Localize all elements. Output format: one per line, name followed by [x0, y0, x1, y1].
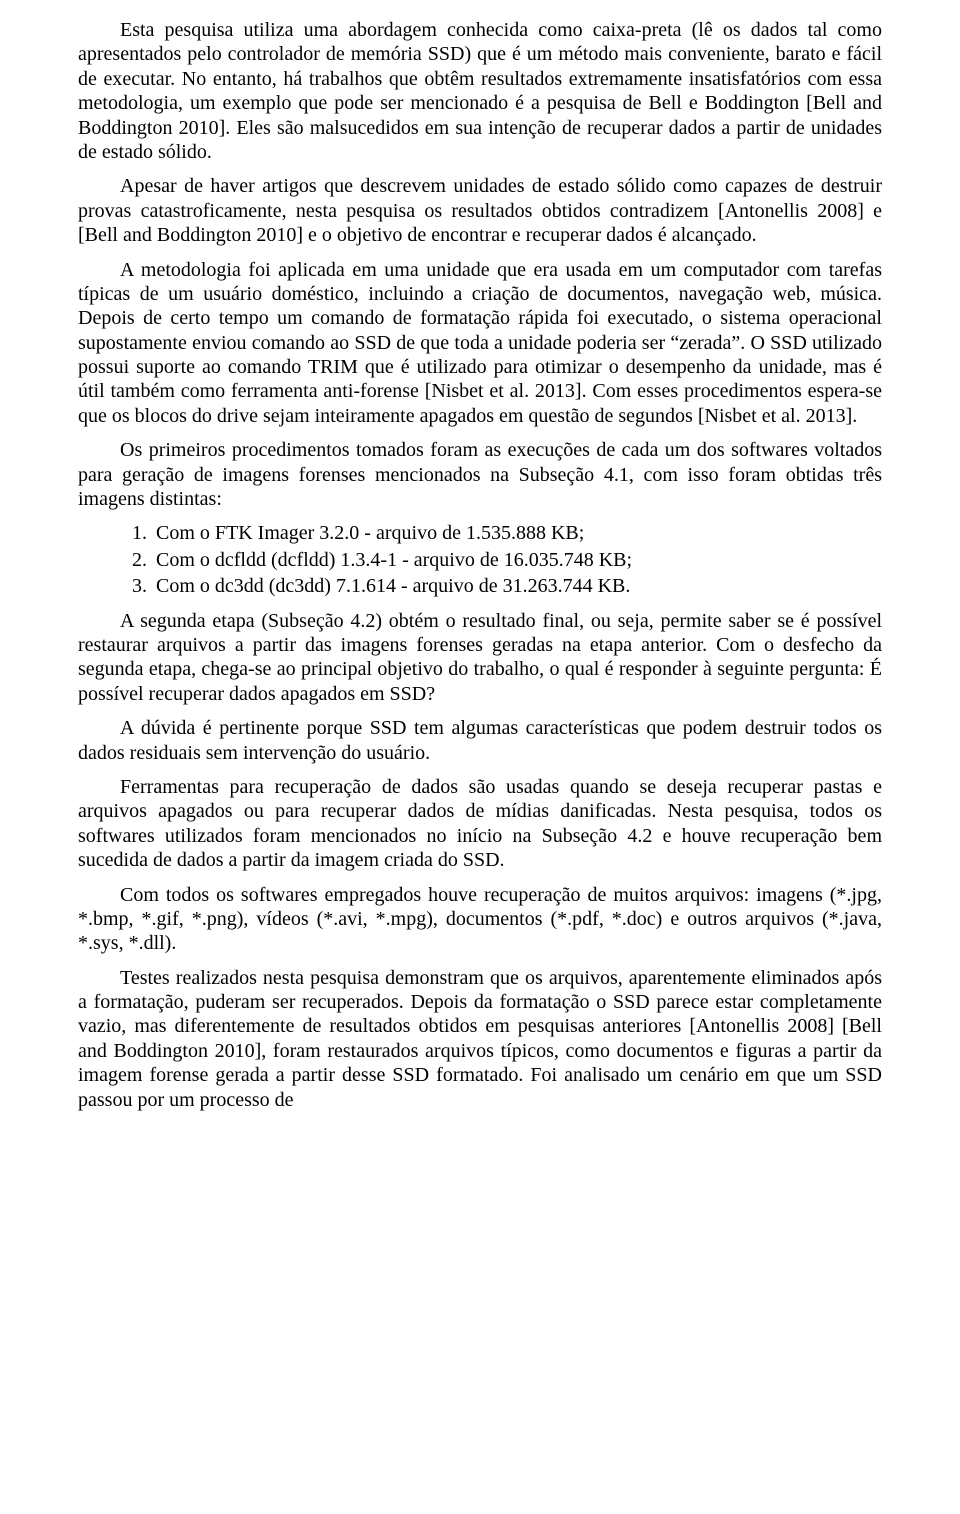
paragraph: Apesar de haver artigos que descrevem un…	[78, 174, 882, 247]
paragraph: A segunda etapa (Subseção 4.2) obtém o r…	[78, 609, 882, 707]
paragraph: Testes realizados nesta pesquisa demonst…	[78, 966, 882, 1112]
document-page: Esta pesquisa utiliza uma abordagem conh…	[0, 0, 960, 1134]
paragraph: Os primeiros procedimentos tomados foram…	[78, 438, 882, 511]
paragraph: Esta pesquisa utiliza uma abordagem conh…	[78, 18, 882, 164]
paragraph: A metodologia foi aplicada em uma unidad…	[78, 258, 882, 429]
paragraph: A dúvida é pertinente porque SSD tem alg…	[78, 716, 882, 765]
paragraph: Ferramentas para recuperação de dados sã…	[78, 775, 882, 873]
list-item: Com o FTK Imager 3.2.0 - arquivo de 1.53…	[152, 521, 882, 545]
list-item: Com o dcfldd (dcfldd) 1.3.4-1 - arquivo …	[152, 548, 882, 572]
paragraph: Com todos os softwares empregados houve …	[78, 883, 882, 956]
image-sizes-list: Com o FTK Imager 3.2.0 - arquivo de 1.53…	[78, 521, 882, 598]
list-item: Com o dc3dd (dc3dd) 7.1.614 - arquivo de…	[152, 574, 882, 598]
